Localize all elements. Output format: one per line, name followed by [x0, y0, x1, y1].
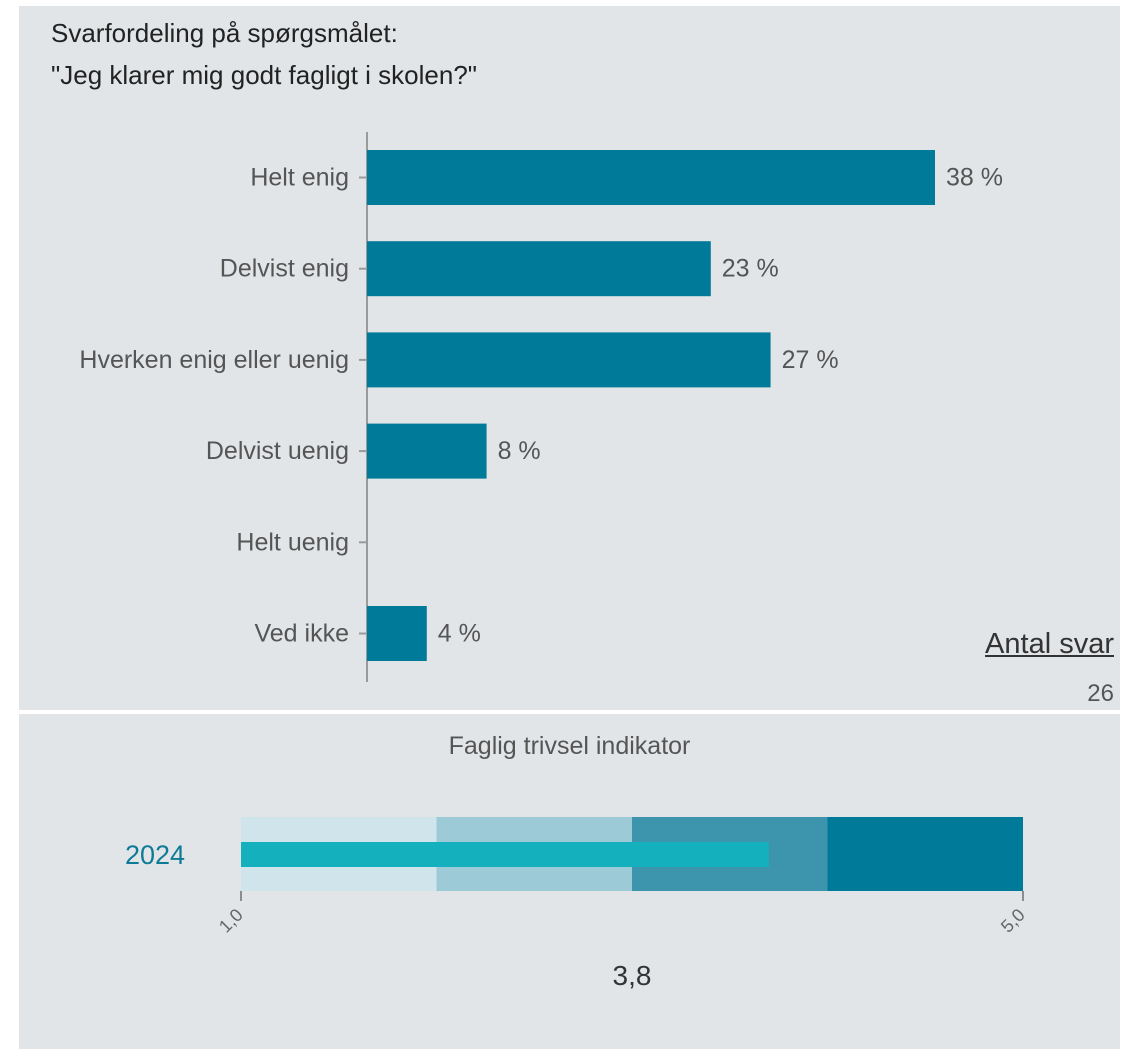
- value-label-delvist-enig: 23 %: [722, 255, 779, 283]
- category-label-delvist-uenig: Delvist uenig: [206, 437, 349, 465]
- indicator-value-bar: [241, 842, 769, 867]
- value-label-ved-ikke: 4 %: [438, 620, 481, 648]
- category-label-helt-enig: Helt enig: [250, 164, 349, 192]
- category-label-ved-ikke: Ved ikke: [254, 620, 349, 648]
- indicator-title: Faglig trivsel indikator: [448, 732, 691, 760]
- indicator-value: 3,8: [612, 960, 652, 991]
- antal-svar-value: 26: [1087, 680, 1114, 707]
- indicator-bullet-chart: 1,0 5,0: [215, 817, 1029, 937]
- antal-svar-label: Antal svar: [985, 628, 1114, 660]
- indicator-panel: Faglig trivsel indikator 2024 1,0 5,0 3,8: [19, 714, 1120, 1049]
- indicator-tick-label-2: 5,0: [997, 905, 1029, 937]
- chart-title-line-2: "Jeg klarer mig godt fagligt i skolen?": [51, 60, 478, 90]
- category-label-helt-uenig: Helt uenig: [236, 528, 349, 556]
- bar-delvist-uenig: [367, 423, 487, 479]
- bar-hverken-enig-eller-uenig: [367, 332, 771, 388]
- distribution-panel: Svarfordeling på spørgsmålet: "Jeg klare…: [19, 6, 1120, 710]
- value-label-hverken-enig-eller-uenig: 27 %: [782, 346, 839, 374]
- category-label-delvist-enig: Delvist enig: [220, 255, 349, 283]
- distribution-bar-chart: Helt enig 38 % Delvist enig 23 % Hverken eni…: [79, 132, 1003, 682]
- indicator-band-4: [827, 817, 1023, 891]
- bar-delvist-enig: [367, 241, 711, 297]
- chart-title-line-1: Svarfordeling på spørgsmålet:: [51, 18, 398, 48]
- value-label-helt-enig: 38 %: [946, 164, 1003, 192]
- bar-helt-enig: [367, 150, 935, 205]
- value-label-delvist-uenig: 8 %: [498, 437, 541, 465]
- category-label-hverken-enig-eller-uenig: Hverken enig eller uenig: [79, 346, 349, 374]
- bar-ved-ikke: [367, 606, 427, 661]
- indicator-year-label: 2024: [125, 840, 186, 870]
- indicator-tick-label-1: 1,0: [215, 905, 247, 937]
